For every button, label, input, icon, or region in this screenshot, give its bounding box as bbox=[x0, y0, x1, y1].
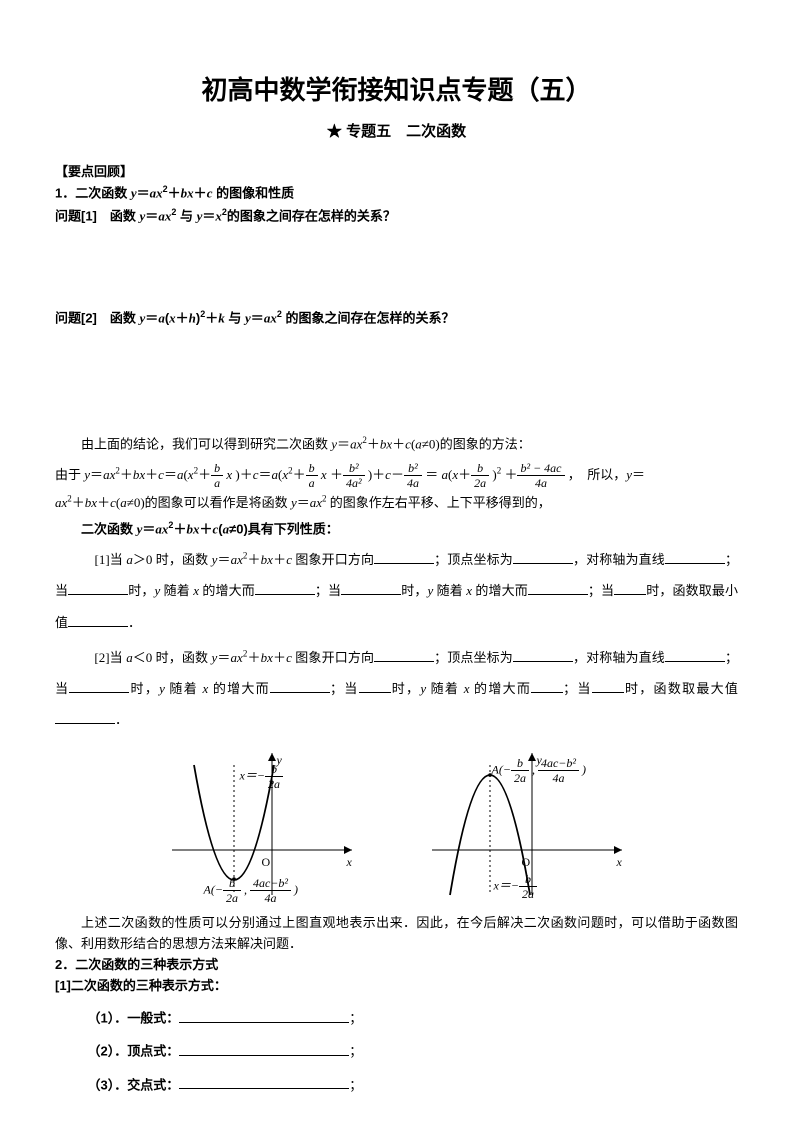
question-2: 问题[2] 函数 y＝a(x＋h)2＋k 与 y＝ax2 的图象之间存在怎样的关… bbox=[55, 307, 738, 329]
conclusion-intro: 由上面的结论，我们可以得到研究二次函数 y＝ax2＋bx＋c(a≠0)的图象的方… bbox=[55, 433, 738, 455]
question-1: 问题[1] 函数 y＝ax2 与 y＝x2的图象之间存在怎样的关系？ bbox=[55, 205, 738, 227]
fill-blank[interactable] bbox=[665, 647, 725, 661]
chart-downward: y x O x＝−b2a A(−b2a , 4ac−b²4a ) bbox=[422, 745, 632, 907]
section2-title: 2．二次函数的三种表示方式 bbox=[55, 955, 738, 976]
fill-blank[interactable] bbox=[614, 581, 646, 595]
fill-blank[interactable] bbox=[255, 581, 315, 595]
origin-label: O bbox=[522, 853, 531, 872]
chart-upward: y x O x＝−b2a A(−b2a , 4ac−b²4a ) bbox=[162, 745, 362, 907]
x-axis-label: x bbox=[617, 853, 622, 872]
representation-forms: （1）．一般式：； （2）．顶点式：； （3）．交点式：； bbox=[55, 1008, 738, 1095]
fill-blank[interactable] bbox=[68, 612, 128, 626]
axis-of-symmetry-label: x＝−b2a bbox=[240, 763, 283, 790]
axis-of-symmetry-label: x＝−b2a bbox=[494, 873, 537, 900]
fill-blank[interactable] bbox=[55, 710, 115, 724]
fill-blank[interactable] bbox=[68, 581, 128, 595]
fill-blank[interactable] bbox=[179, 1041, 349, 1055]
answer-space-2 bbox=[55, 329, 738, 429]
form-vertex: （2）．顶点式：； bbox=[55, 1041, 738, 1062]
section1-title: 1．二次函数 y＝ax2＋bx＋c 的图像和性质 bbox=[55, 182, 738, 204]
fill-blank[interactable] bbox=[592, 679, 624, 693]
summary-text: 上述二次函数的性质可以分别通过上图直观地表示出来．因此，在今后解决二次函数问题时… bbox=[55, 913, 738, 955]
section2-sub: [1]二次函数的三种表示方式： bbox=[55, 976, 738, 997]
parabola-charts: y x O x＝−b2a A(−b2a , 4ac−b²4a ) y x O x… bbox=[55, 745, 738, 907]
fill-blank[interactable] bbox=[374, 647, 434, 661]
fill-blank[interactable] bbox=[341, 581, 401, 595]
fill-blank[interactable] bbox=[531, 679, 563, 693]
form-general: （1）．一般式：； bbox=[55, 1008, 738, 1029]
property-1: [1]当 a＞0 时，函数 y＝ax2＋bx＋c 图象开口方向；顶点坐标为，对称… bbox=[55, 544, 738, 638]
fill-blank[interactable] bbox=[513, 647, 573, 661]
vertex-label: A(−b2a , 4ac−b²4a ) bbox=[204, 877, 298, 904]
review-heading: 【要点回顾】 bbox=[55, 162, 738, 183]
vertex-label: A(−b2a , 4ac−b²4a ) bbox=[492, 757, 586, 784]
form-intercept: （3）．交点式：； bbox=[55, 1075, 738, 1096]
x-axis-label: x bbox=[347, 853, 352, 872]
fill-blank[interactable] bbox=[359, 679, 391, 693]
page-title: 初高中数学衔接知识点专题（五） bbox=[55, 70, 738, 112]
fill-blank[interactable] bbox=[179, 1008, 349, 1022]
subtitle: ★ 专题五 二次函数 bbox=[55, 120, 738, 144]
fill-blank[interactable] bbox=[374, 550, 434, 564]
answer-space-1 bbox=[55, 227, 738, 307]
fill-blank[interactable] bbox=[179, 1075, 349, 1089]
fill-blank[interactable] bbox=[270, 679, 330, 693]
fill-blank[interactable] bbox=[528, 581, 588, 595]
fill-blank[interactable] bbox=[513, 550, 573, 564]
fill-blank[interactable] bbox=[665, 550, 725, 564]
property-2: [2]当 a＜0 时，函数 y＝ax2＋bx＋c 图象开口方向；顶点坐标为，对称… bbox=[55, 642, 738, 736]
properties-heading: 二次函数 y＝ax2＋bx＋c(a≠0)具有下列性质： bbox=[55, 518, 738, 540]
derivation-equation: 由于 y＝ax2＋bx＋c＝a(x2＋ba x )＋c＝a(x2＋ba x ＋b… bbox=[55, 461, 738, 518]
fill-blank[interactable] bbox=[69, 679, 129, 693]
origin-label: O bbox=[262, 853, 271, 872]
